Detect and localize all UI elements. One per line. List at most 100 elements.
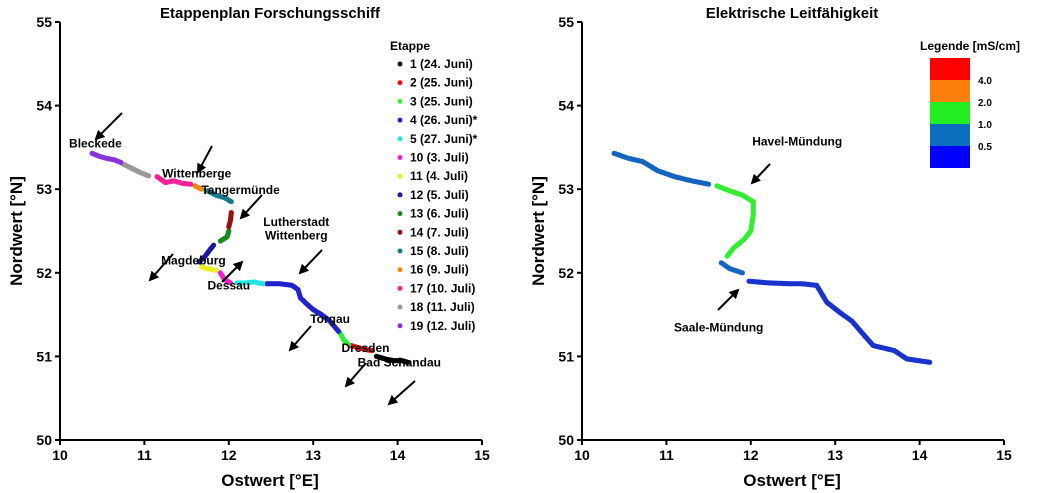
x-tick-label: 13 xyxy=(827,447,843,463)
chart-right: Elektrische Leitfähigkeit 10 11 12 13 14 15 50… xyxy=(529,5,1020,490)
legend-entry: 11 (4. Juli) xyxy=(410,169,468,183)
data-point xyxy=(335,328,342,334)
legend-marker xyxy=(397,267,403,273)
x-axis-label-left: Ostwert [°E] xyxy=(221,471,318,490)
colorbar-label: 1.0 xyxy=(978,120,992,131)
legend-marker xyxy=(397,136,403,142)
data-point xyxy=(199,186,205,192)
data-point xyxy=(346,342,352,348)
legend-marker xyxy=(397,80,403,86)
x-tick-label: 11 xyxy=(137,447,152,463)
data-point xyxy=(739,270,746,276)
data-point xyxy=(118,159,124,165)
legend-marker xyxy=(397,155,403,160)
data-point xyxy=(188,181,194,187)
annotation-arrow xyxy=(94,112,123,141)
legend-entry: 15 (8. Juli) xyxy=(410,244,469,258)
colorbar-block xyxy=(930,58,970,80)
legend-entry: 3 (25. Juni) xyxy=(410,94,473,108)
data-point xyxy=(369,347,375,354)
colorbar-block xyxy=(930,146,970,168)
annotation-label: Lutherstadt xyxy=(263,215,329,229)
legend-marker xyxy=(397,304,403,310)
x-tick-label: 15 xyxy=(996,447,1012,463)
y-tick-label: 51 xyxy=(36,348,52,364)
data-point xyxy=(228,210,234,216)
y-tick-label: 53 xyxy=(558,181,574,197)
data-point xyxy=(227,280,234,286)
data-point xyxy=(211,242,217,248)
annotations-right: Havel-Mündung Saale-Mündung xyxy=(674,135,842,335)
legend-title-left: Etappe xyxy=(390,39,430,53)
colorbar-label: 0.5 xyxy=(978,142,992,153)
colorbar-block xyxy=(930,124,970,146)
y-tick-label: 52 xyxy=(558,265,574,281)
annotation-arrow xyxy=(239,194,263,220)
data-point xyxy=(226,228,232,234)
annotation-label: Dessau xyxy=(207,279,250,293)
x-tick-label: 13 xyxy=(305,447,321,463)
legend-entry: 17 (10. Juli) xyxy=(410,281,475,295)
colorbar-block xyxy=(930,80,970,102)
x-tick-label: 11 xyxy=(659,447,674,463)
annotation-label: Wittenberg xyxy=(265,228,328,242)
annotation-label: Torgau xyxy=(310,312,350,326)
data-point xyxy=(724,253,730,259)
y-tick-label: 55 xyxy=(36,14,52,30)
x-tick-label: 10 xyxy=(52,447,68,463)
legend-entry: 13 (6. Juli) xyxy=(410,207,469,221)
legend-items-left: 1 (24. Juni) 2 (25. Juni) 3 (25. Juni) 4 (2… xyxy=(397,57,478,333)
annotation-label: Bleckede xyxy=(69,136,122,150)
y-tick-label: 55 xyxy=(558,14,574,30)
annotation-arrow xyxy=(387,380,416,406)
data-point xyxy=(927,359,933,365)
legend-marker xyxy=(397,323,403,329)
annotation-label: Havel-Mündung xyxy=(752,135,842,149)
chart-title-left: Etappenplan Forschungsschiff xyxy=(160,5,381,22)
series-points-right xyxy=(611,150,933,365)
data-point xyxy=(405,359,411,365)
annotation-arrow xyxy=(221,260,244,283)
legend-entry: 19 (12. Juli) xyxy=(410,319,475,333)
data-point xyxy=(706,181,712,187)
legend-marker xyxy=(397,248,403,254)
x-axis-label-right: Ostwert [°E] xyxy=(743,471,840,490)
legend-marker xyxy=(397,192,403,198)
annotation-label: Dresden xyxy=(341,341,389,355)
legend-entry: 18 (11. Juli) xyxy=(410,300,475,314)
legend-marker xyxy=(397,211,403,217)
annotation-arrow xyxy=(750,163,771,185)
x-tick-label: 14 xyxy=(912,447,928,463)
y-tick-label: 54 xyxy=(36,98,52,114)
annotation-label: Saale-Mündung xyxy=(674,320,763,334)
legend-marker xyxy=(397,98,403,104)
tick-group-right: 10 11 12 13 14 15 50 51 52 53 54 55 xyxy=(558,14,1012,463)
colorbar-legend: Legende [mS/cm] 4.0 2.0 1.0 0.5 xyxy=(920,39,1020,168)
data-point xyxy=(146,173,152,179)
x-tick-label: 12 xyxy=(221,447,237,463)
colorbar-title: Legende [mS/cm] xyxy=(920,39,1020,53)
legend-marker xyxy=(397,117,403,123)
annotation-label: Bad Schandau xyxy=(358,355,441,369)
legend-marker xyxy=(397,173,403,179)
legend-marker xyxy=(397,61,403,67)
data-point xyxy=(260,281,266,287)
y-tick-label: 54 xyxy=(558,98,574,114)
y-tick-label: 52 xyxy=(36,265,52,281)
colorbar-label: 2.0 xyxy=(978,98,992,109)
y-axis-label-right: Nordwert [°N] xyxy=(529,176,548,286)
legend-left: Etappe 1 (24. Juni) 2 (25. Juni) 3 (25. Ju… xyxy=(390,39,478,333)
legend-marker xyxy=(397,285,403,291)
annotation-arrow xyxy=(197,145,213,174)
x-tick-label: 15 xyxy=(474,447,490,463)
legend-entry: 10 (3. Juli) xyxy=(410,151,469,165)
legend-entry: 2 (25. Juni) xyxy=(410,76,473,90)
y-tick-label: 53 xyxy=(36,181,52,197)
annotation-label: Magdeburg xyxy=(161,253,226,267)
annotation-arrow xyxy=(717,288,740,311)
colorbar-blocks: 4.0 2.0 1.0 0.5 xyxy=(930,58,992,168)
chart-left: Etappenplan Forschungsschiff 10 11 12 13 14 1… xyxy=(7,5,490,490)
legend-entry: 16 (9. Juli) xyxy=(410,263,469,277)
x-tick-label: 10 xyxy=(574,447,590,463)
